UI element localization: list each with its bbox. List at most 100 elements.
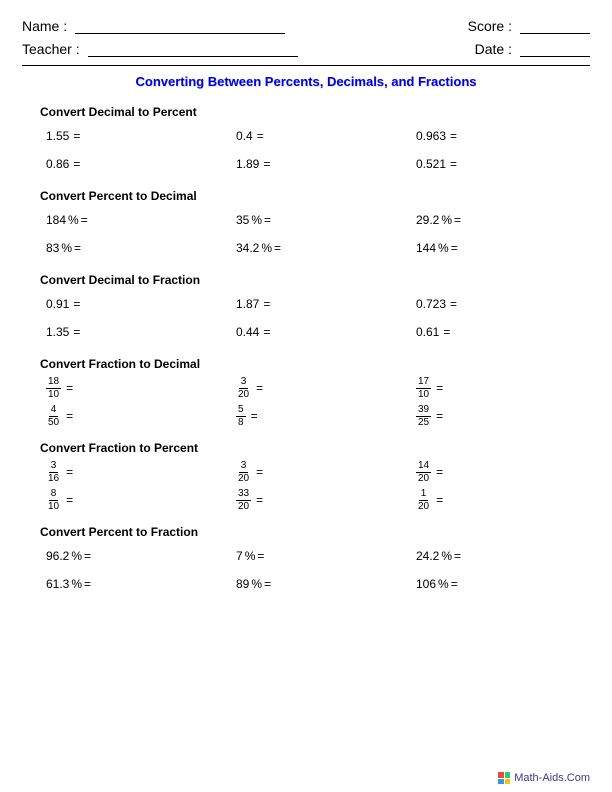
section-title: Convert Percent to Decimal <box>40 189 590 203</box>
problem-cell: 0.44 = <box>236 323 416 341</box>
fraction-numerator: 3 <box>49 461 59 473</box>
equals-sign: = <box>261 325 270 339</box>
problem-grid: 0.91 =1.87 =0.723 =1.35 =0.44 =0.61 = <box>46 295 590 341</box>
problem-cell: 0.723 = <box>416 295 566 313</box>
percent-sign: % <box>261 241 272 255</box>
problem-grid: 96.2 % =7 % =24.2 % =61.3 % =89 % =106 %… <box>46 547 590 593</box>
percent-sign: % <box>441 213 452 227</box>
problem-cell: 58 = <box>236 407 416 425</box>
problem-cell: 61.3 % = <box>46 575 236 593</box>
section-title: Convert Fraction to Decimal <box>40 357 590 371</box>
problem-value: 29.2 <box>416 213 441 227</box>
problem-cell: 184 % = <box>46 211 236 229</box>
problem-cell: 3925 = <box>416 407 566 425</box>
problem-value: 1.35 <box>46 325 71 339</box>
name-field: Name : <box>22 18 285 34</box>
section: Convert Decimal to Percent1.55 =0.4 =0.9… <box>40 105 590 173</box>
problem-value: 34.2 <box>236 241 261 255</box>
fraction-numerator: 3 <box>239 377 249 389</box>
fraction: 450 <box>46 405 61 428</box>
teacher-field: Teacher : <box>22 41 298 57</box>
problem-cell: 0.91 = <box>46 295 236 313</box>
equals-sign: = <box>261 297 270 311</box>
problem-cell: 0.4 = <box>236 127 416 145</box>
percent-sign: % <box>71 549 82 563</box>
problem-cell: 89 % = <box>236 575 416 593</box>
percent-sign: % <box>61 241 72 255</box>
percent-sign: % <box>438 241 449 255</box>
section: Convert Percent to Fraction96.2 % =7 % =… <box>40 525 590 593</box>
name-blank[interactable] <box>75 33 285 34</box>
fraction-denominator: 20 <box>416 501 431 512</box>
problem-value: 89 <box>236 577 251 591</box>
percent-sign: % <box>251 213 262 227</box>
problem-cell: 7 % = <box>236 547 416 565</box>
fraction-numerator: 1 <box>419 489 429 501</box>
fraction: 1420 <box>416 461 431 484</box>
problem-cell: 34.2 % = <box>236 239 416 257</box>
problem-value: 7 <box>236 549 245 563</box>
equals-sign: = <box>452 213 461 227</box>
fraction: 316 <box>46 461 61 484</box>
equals-sign: = <box>262 577 271 591</box>
equals-sign: = <box>255 129 264 143</box>
problem-value: 106 <box>416 577 438 591</box>
problem-cell: 83 % = <box>46 239 236 257</box>
equals-sign: = <box>448 297 457 311</box>
percent-sign: % <box>438 577 449 591</box>
section: Convert Percent to Decimal 184 % =35 % =2… <box>40 189 590 257</box>
problem-grid: 1.55 =0.4 =0.963 =0.86 =1.89 =0.521 = <box>46 127 590 173</box>
teacher-label: Teacher : <box>22 41 88 57</box>
fraction: 58 <box>236 405 246 428</box>
problem-cell: 1420 = <box>416 463 566 481</box>
problem-cell: 106 % = <box>416 575 566 593</box>
problem-cell: 1.55 = <box>46 127 236 145</box>
problem-grid: 316 =320 =1420 =810 =3320 =120 = <box>46 463 590 509</box>
fraction-numerator: 5 <box>236 405 246 417</box>
name-label: Name : <box>22 18 75 34</box>
fraction-denominator: 20 <box>236 473 251 484</box>
section-title: Convert Percent to Fraction <box>40 525 590 539</box>
equals-sign: = <box>71 129 80 143</box>
fraction: 810 <box>46 489 61 512</box>
fraction-denominator: 50 <box>46 417 61 428</box>
date-blank[interactable] <box>520 56 590 57</box>
equals-sign: = <box>449 241 458 255</box>
percent-sign: % <box>251 577 262 591</box>
equals-sign: = <box>64 493 73 507</box>
problem-cell: 320 = <box>236 463 416 481</box>
date-field: Date : <box>475 41 590 57</box>
problem-grid: 184 % =35 % =29.2 % =83 % =34.2 % =144 %… <box>46 211 590 257</box>
problem-value: 1.89 <box>236 157 261 171</box>
problem-value: 0.91 <box>46 297 71 311</box>
fraction: 3320 <box>236 489 251 512</box>
fraction: 120 <box>416 489 431 512</box>
score-blank[interactable] <box>520 33 590 34</box>
equals-sign: = <box>448 129 457 143</box>
problem-cell: 1.89 = <box>236 155 416 173</box>
equals-sign: = <box>79 213 88 227</box>
equals-sign: = <box>64 381 73 395</box>
fraction-denominator: 20 <box>236 501 251 512</box>
fraction-numerator: 18 <box>46 377 61 389</box>
problem-value: 24.2 <box>416 549 441 563</box>
equals-sign: = <box>254 493 263 507</box>
equals-sign: = <box>254 381 263 395</box>
footer-text: Math-Aids.Com <box>514 772 590 784</box>
equals-sign: = <box>254 465 263 479</box>
percent-sign: % <box>245 549 256 563</box>
equals-sign: = <box>434 381 443 395</box>
teacher-blank[interactable] <box>88 56 298 57</box>
problem-value: 0.521 <box>416 157 448 171</box>
date-label: Date : <box>475 41 520 57</box>
fraction-denominator: 8 <box>236 417 246 428</box>
fraction-numerator: 33 <box>236 489 251 501</box>
fraction: 1810 <box>46 377 61 400</box>
problem-value: 1.55 <box>46 129 71 143</box>
divider <box>22 65 590 66</box>
equals-sign: = <box>249 409 258 423</box>
fraction-denominator: 10 <box>46 389 61 400</box>
problem-cell: 35 % = <box>236 211 416 229</box>
equals-sign: = <box>71 325 80 339</box>
fraction: 1710 <box>416 377 431 400</box>
